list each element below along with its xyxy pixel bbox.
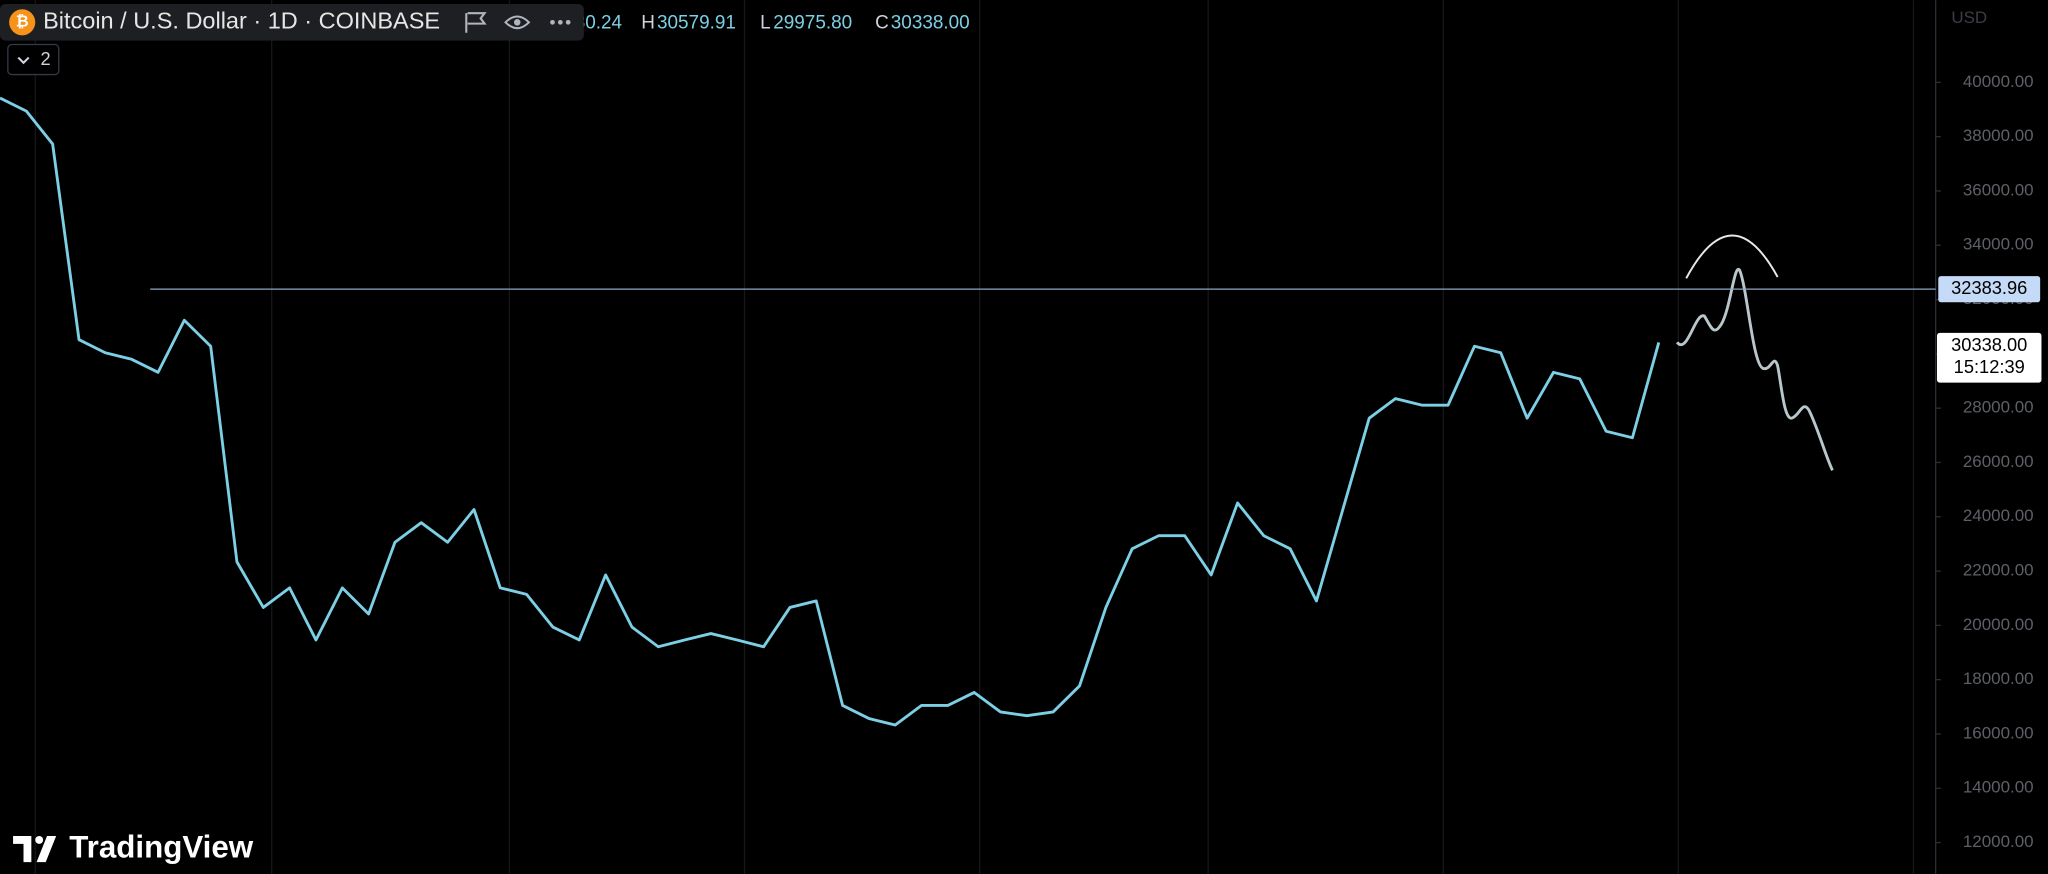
y-tick-label: 34000.00 [1963, 235, 2034, 254]
eye-pupil [513, 19, 521, 26]
low-value: 29975.80 [773, 13, 852, 34]
arc-drawing [1685, 234, 1779, 279]
symbol-box[interactable] [0, 4, 584, 41]
brand-logo [13, 836, 57, 863]
hline-label: 32383.96 [1951, 277, 2027, 298]
close-letter: C [875, 13, 889, 34]
y-tick-label: 20000.00 [1963, 615, 2034, 634]
close-value: 30338.00 [891, 13, 970, 34]
currency-label[interactable]: USD [1951, 8, 1987, 27]
chevron [17, 56, 30, 65]
y-tick-label: 12000.00 [1963, 832, 2034, 851]
brand: TradingView [13, 829, 254, 864]
legend: 30.24 H 30579.91 L 29975.80 C 30338.00 ₿… [0, 4, 970, 76]
last-price-label: 30338.00 [1951, 334, 2027, 355]
y-tick-label: 40000.00 [1963, 72, 2034, 91]
y-tick-label: 16000.00 [1963, 723, 2034, 742]
brand-name: TradingView [69, 829, 254, 864]
prediction-drawing [1675, 267, 1834, 471]
y-tick-label: 36000.00 [1963, 180, 2034, 199]
brand-dot [35, 836, 44, 844]
plot [0, 96, 1661, 727]
eye-icon[interactable] [504, 15, 531, 30]
price-line [0, 96, 1661, 727]
y-tick-label: 18000.00 [1963, 669, 2034, 688]
y-tick-label: 26000.00 [1963, 452, 2034, 471]
high-value: 30579.91 [657, 13, 736, 34]
indicator-toggle[interactable] [7, 43, 60, 76]
bitcoin-icon [9, 9, 36, 36]
vertical-grid [34, 0, 1915, 874]
symbol-title: Bitcoin / U.S. Dollar · 1D · COINBASE [43, 8, 440, 34]
low-letter: L [760, 13, 771, 34]
high-letter: H [641, 13, 655, 34]
last-price-box [1936, 332, 2042, 383]
open-value: 30.24 [575, 13, 622, 34]
y-tick-label: 28000.00 [1963, 398, 2034, 417]
y-tick-label: 14000.00 [1963, 778, 2034, 797]
y-tick-label: 24000.00 [1963, 506, 2034, 525]
more-icon[interactable] [550, 19, 571, 25]
hline-label-box [1938, 276, 2041, 303]
indicator-count: 2 [40, 48, 50, 69]
countdown: 15:12:39 [1954, 356, 2025, 377]
y-tick-label: 22000.00 [1963, 561, 2034, 580]
y-tick-label: 38000.00 [1963, 126, 2034, 145]
flag-icon[interactable] [465, 12, 487, 33]
bitcoin-symbol: ₿ [16, 12, 29, 30]
